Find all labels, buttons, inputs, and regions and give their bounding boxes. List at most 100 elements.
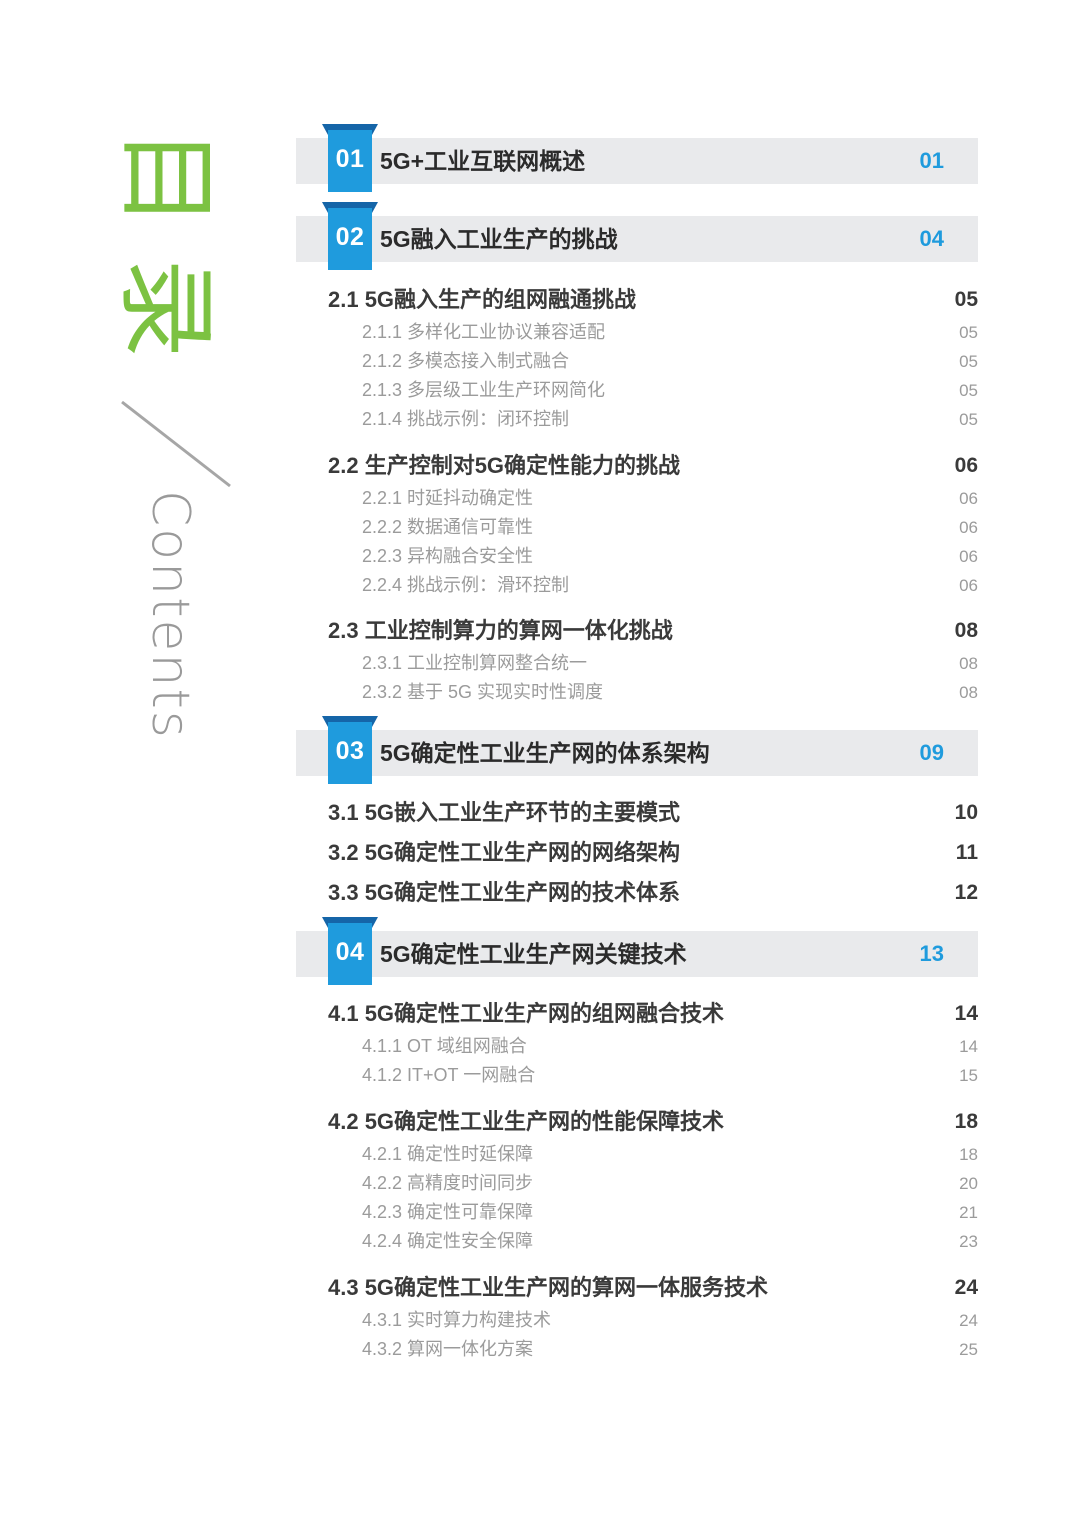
toc-subsection-row[interactable]: 4.2.2 高精度时间同步 20 <box>362 1169 978 1198</box>
section-title: 3.2 5G确定性工业生产网的网络架构 <box>328 840 681 865</box>
subsection-page-number: 23 <box>959 1232 978 1251</box>
toc-section-row[interactable]: 3.2 5G确定性工业生产网的网络架构 11 <box>328 836 978 870</box>
subsection-page-number: 05 <box>959 410 978 429</box>
chapter-bookmark-icon: 02 <box>322 202 378 276</box>
subsection-title: 2.2.3 异构融合安全性 <box>362 546 534 566</box>
subsection-title: 2.1.1 多样化工业协议兼容适配 <box>362 322 606 342</box>
chapter-bookmark-icon: 03 <box>322 716 378 790</box>
subsection-title: 4.2.4 确定性安全保障 <box>362 1231 534 1251</box>
section-page-number: 08 <box>954 619 978 642</box>
section-page-number: 11 <box>955 841 978 864</box>
section-title: 3.3 5G确定性工业生产网的技术体系 <box>328 880 681 905</box>
section-page-number: 05 <box>954 288 978 311</box>
toc-subsection-row[interactable]: 2.3.1 工业控制算网整合统一 08 <box>362 649 978 678</box>
subsection-title: 4.3.1 实时算力构建技术 <box>362 1310 552 1330</box>
toc-subsection-row[interactable]: 2.1.1 多样化工业协议兼容适配 05 <box>362 318 978 347</box>
section-page-number: 14 <box>954 1002 978 1025</box>
toc-subsection-row[interactable]: 2.1.3 多层级工业生产环网简化 05 <box>362 376 978 405</box>
chapter-page-number: 09 <box>919 740 944 765</box>
toc-subsection-row[interactable]: 2.2.4 挑战示例：滑环控制 06 <box>362 571 978 600</box>
section-title: 3.1 5G嵌入工业生产环节的主要模式 <box>328 800 681 825</box>
subsection-title: 4.3.2 算网一体化方案 <box>362 1339 534 1359</box>
toc-subsection-row[interactable]: 2.1.2 多模态接入制式融合 05 <box>362 347 978 376</box>
subsection-title: 4.2.1 确定性时延保障 <box>362 1144 534 1164</box>
subsection-page-number: 18 <box>959 1145 978 1164</box>
toc-subsection-row[interactable]: 4.2.3 确定性可靠保障 21 <box>362 1198 978 1227</box>
toc-chapter-row[interactable]: 03 5G确定性工业生产网的体系架构 09 <box>296 716 978 784</box>
chapter-bookmark-icon: 04 <box>322 917 378 991</box>
toc-section-row[interactable]: 3.3 5G确定性工业生产网的技术体系 12 <box>328 876 978 910</box>
section-title: 4.1 5G确定性工业生产网的组网融合技术 <box>328 1001 725 1026</box>
section-page-number: 12 <box>954 881 978 904</box>
chapter-number: 03 <box>335 737 365 765</box>
toc-section-row[interactable]: 2.1 5G融入生产的组网融通挑战 05 <box>328 283 978 317</box>
chapter-page-number: 01 <box>919 148 944 173</box>
toc-subsection-row[interactable]: 4.2.4 确定性安全保障 23 <box>362 1227 978 1256</box>
chapter-title: 5G+工业互联网概述 <box>380 148 586 174</box>
subsection-title: 4.1.2 IT+OT 一网融合 <box>362 1065 536 1085</box>
toc-section-row[interactable]: 2.2 生产控制对5G确定性能力的挑战 06 <box>328 449 978 483</box>
chapter-number: 02 <box>335 223 365 251</box>
title-contents-label: Contents <box>95 490 215 790</box>
section-title: 4.2 5G确定性工业生产网的性能保障技术 <box>328 1109 725 1134</box>
chapter-page-number: 13 <box>919 941 944 966</box>
subsection-page-number: 05 <box>959 323 978 342</box>
toc-subsection-row[interactable]: 4.1.2 IT+OT 一网融合 15 <box>362 1061 978 1090</box>
toc-subsection-row[interactable]: 2.3.2 基于 5G 实现实时性调度 08 <box>362 678 978 707</box>
subsection-title: 2.1.4 挑战示例：闭环控制 <box>362 409 570 429</box>
subsection-page-number: 14 <box>959 1037 978 1056</box>
title-contents-text: Contents <box>140 490 200 740</box>
title-char-mu: 目 <box>108 128 225 228</box>
chapter-number: 04 <box>335 938 365 966</box>
subsection-title: 2.2.2 数据通信可靠性 <box>362 517 534 537</box>
subsection-page-number: 06 <box>959 489 978 508</box>
toc-title-block: 目 录 Contents <box>0 0 300 1527</box>
subsection-page-number: 05 <box>959 381 978 400</box>
toc-subsection-row[interactable]: 4.3.2 算网一体化方案 25 <box>362 1335 978 1364</box>
subsection-page-number: 25 <box>959 1340 978 1359</box>
subsection-title: 2.2.4 挑战示例：滑环控制 <box>362 575 570 595</box>
subsection-page-number: 08 <box>959 683 978 702</box>
toc-chapter-row[interactable]: 01 5G+工业互联网概述 01 <box>296 124 978 192</box>
section-page-number: 24 <box>954 1276 978 1299</box>
subsection-title: 4.2.3 确定性可靠保障 <box>362 1202 534 1222</box>
toc-subsection-row[interactable]: 2.2.3 异构融合安全性 06 <box>362 542 978 571</box>
toc-subsection-row[interactable]: 2.1.4 挑战示例：闭环控制 05 <box>362 405 978 434</box>
subsection-page-number: 08 <box>959 654 978 673</box>
toc-chapter-row[interactable]: 04 5G确定性工业生产网关键技术 13 <box>296 917 978 985</box>
toc-section-row[interactable]: 2.3 工业控制算力的算网一体化挑战 08 <box>328 614 978 648</box>
section-page-number: 06 <box>954 454 978 477</box>
subsection-page-number: 20 <box>959 1174 978 1193</box>
title-char-lu: 录 <box>108 258 225 358</box>
subsection-title: 2.3.2 基于 5G 实现实时性调度 <box>362 682 604 702</box>
toc-subsection-row[interactable]: 2.2.1 时延抖动确定性 06 <box>362 484 978 513</box>
toc-subsection-row[interactable]: 2.2.2 数据通信可靠性 06 <box>362 513 978 542</box>
toc-subsection-row[interactable]: 4.2.1 确定性时延保障 18 <box>362 1140 978 1169</box>
chapter-title: 5G融入工业生产的挑战 <box>380 226 618 252</box>
toc-chapter-row[interactable]: 02 5G融入工业生产的挑战 04 <box>296 202 978 270</box>
toc-subsection-row[interactable]: 4.1.1 OT 域组网融合 14 <box>362 1032 978 1061</box>
subsection-title: 2.1.2 多模态接入制式融合 <box>362 351 570 371</box>
chapter-title: 5G确定性工业生产网关键技术 <box>380 941 687 967</box>
section-page-number: 10 <box>954 801 978 824</box>
chapter-title: 5G确定性工业生产网的体系架构 <box>380 740 710 766</box>
subsection-title: 2.1.3 多层级工业生产环网简化 <box>362 380 606 400</box>
toc-section-row[interactable]: 4.2 5G确定性工业生产网的性能保障技术 18 <box>328 1105 978 1139</box>
section-title: 4.3 5G确定性工业生产网的算网一体服务技术 <box>328 1275 769 1300</box>
section-title: 2.1 5G融入生产的组网融通挑战 <box>328 287 637 312</box>
toc-section-row[interactable]: 4.3 5G确定性工业生产网的算网一体服务技术 24 <box>328 1271 978 1305</box>
subsection-title: 2.2.1 时延抖动确定性 <box>362 488 534 508</box>
toc-section-row[interactable]: 3.1 5G嵌入工业生产环节的主要模式 10 <box>328 796 978 830</box>
toc-section-row[interactable]: 4.1 5G确定性工业生产网的组网融合技术 14 <box>328 997 978 1031</box>
section-title: 2.3 工业控制算力的算网一体化挑战 <box>328 618 673 643</box>
toc-subsection-row[interactable]: 4.3.1 实时算力构建技术 24 <box>362 1306 978 1335</box>
chapter-bookmark-icon: 01 <box>322 124 378 198</box>
subsection-page-number: 06 <box>959 576 978 595</box>
toc-list: 01 5G+工业互联网概述 01 02 5G融入工业生产的挑战 04 2.1 5G融入生产的… <box>296 0 996 1527</box>
subsection-page-number: 21 <box>959 1203 978 1222</box>
subsection-page-number: 15 <box>959 1066 978 1085</box>
chapter-page-number: 04 <box>919 226 944 251</box>
subsection-title: 4.1.1 OT 域组网融合 <box>362 1036 527 1056</box>
title-slash-icon <box>118 398 234 490</box>
subsection-title: 2.3.1 工业控制算网整合统一 <box>362 653 588 673</box>
